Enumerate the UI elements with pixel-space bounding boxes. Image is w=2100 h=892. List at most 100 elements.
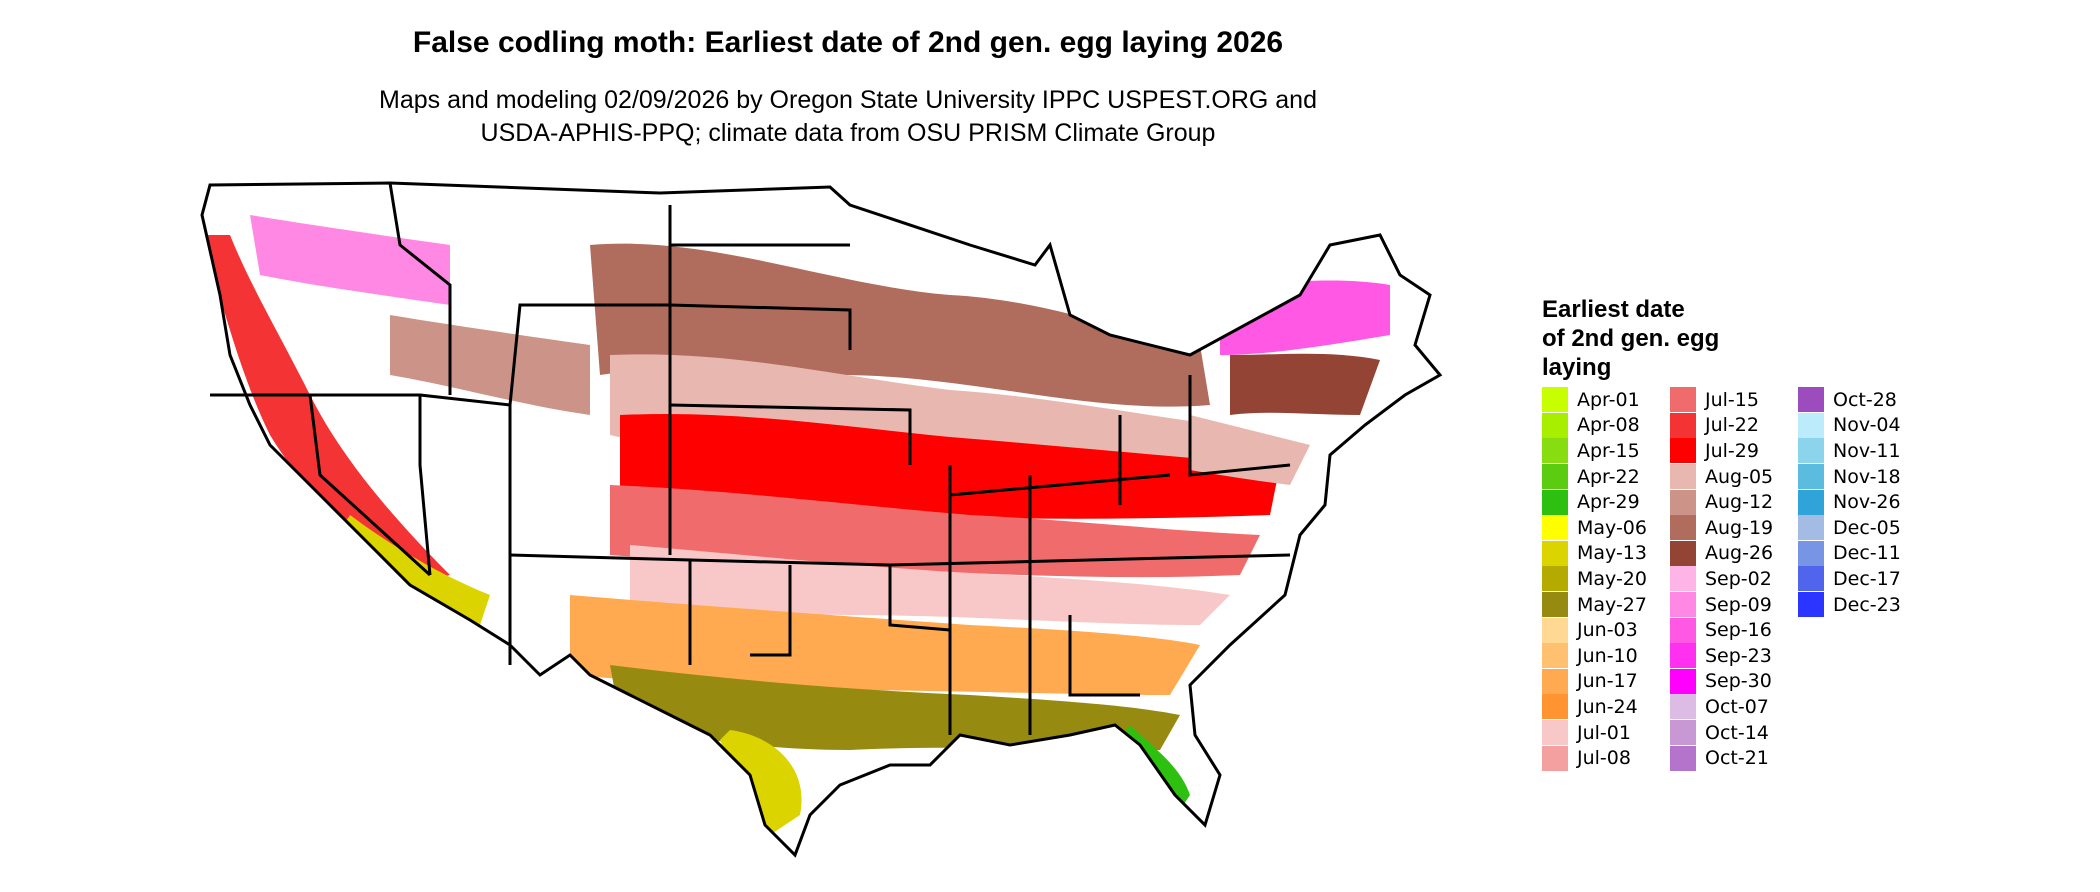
- legend-item: Apr-01: [1542, 387, 1647, 413]
- legend-item: May-13: [1542, 540, 1647, 567]
- legend-swatch: [1798, 464, 1824, 490]
- legend-label: Aug-26: [1705, 542, 1774, 565]
- legend-title-line: of 2nd gen. egg: [1542, 325, 1720, 352]
- legend-swatch: [1798, 592, 1824, 618]
- legend-item: Sep-23: [1670, 643, 1773, 669]
- legend-label: May-06: [1577, 516, 1647, 539]
- legend-label: Sep-30: [1705, 670, 1772, 693]
- map-title: False codling moth: Earliest date of 2nd…: [412, 26, 1284, 59]
- legend-title: Earliest date of 2nd gen. egg laying: [1542, 295, 1762, 382]
- legend-label: Oct-14: [1705, 721, 1769, 744]
- legend-label: Sep-09: [1705, 593, 1772, 616]
- legend-swatch: [1670, 515, 1696, 541]
- legend-item: Dec-11: [1798, 540, 1901, 567]
- legend-swatch: [1670, 592, 1696, 618]
- legend-item: Sep-09: [1670, 592, 1773, 618]
- legend-label: Sep-02: [1705, 567, 1772, 590]
- legend-item: Jul-01: [1542, 720, 1647, 746]
- legend-item: Dec-05: [1798, 515, 1901, 541]
- legend-swatch: [1542, 592, 1568, 618]
- legend-swatch: [1670, 745, 1696, 771]
- legend-label: Apr-22: [1577, 465, 1640, 488]
- legend-swatch: [1670, 412, 1696, 438]
- legend-swatch: [1670, 617, 1696, 643]
- legend-swatch: [1542, 694, 1568, 720]
- legend-swatch: [1542, 438, 1568, 464]
- subtitle-line: USDA-APHIS-PPQ; climate data from OSU PR…: [480, 119, 1216, 147]
- legend-label: May-13: [1577, 542, 1647, 565]
- legend-swatch: [1542, 643, 1568, 669]
- legend-label: Dec-05: [1833, 516, 1901, 539]
- legend-label: Aug-12: [1705, 491, 1774, 514]
- legend-swatch: [1670, 438, 1696, 464]
- legend-label: Oct-21: [1705, 747, 1769, 770]
- legend-column: Jul-15 Jul-22 Jul-29 Aug-05 Aug-12 Aug-19 Aug-…: [1670, 387, 1773, 771]
- legend-item: Jul-08: [1542, 745, 1647, 771]
- legend-item: Nov-11: [1798, 438, 1901, 464]
- legend-label: Dec-17: [1833, 567, 1901, 590]
- legend-swatch: [1798, 412, 1824, 438]
- subtitle-line: Maps and modeling 02/09/2026 by Oregon S…: [379, 86, 1317, 114]
- legend-label: Nov-11: [1833, 439, 1901, 462]
- legend-swatch: [1542, 464, 1568, 490]
- legend-item: Nov-04: [1798, 412, 1901, 439]
- legend-swatch: [1670, 668, 1696, 694]
- legend-label: Jul-15: [1705, 388, 1759, 411]
- legend-item: Apr-15: [1542, 438, 1647, 464]
- legend-item: Jun-24: [1542, 694, 1647, 720]
- legend-swatch: [1670, 540, 1696, 566]
- legend-label: Jul-08: [1577, 747, 1631, 770]
- legend-item: Oct-21: [1670, 745, 1773, 771]
- legend-column: Apr-01 Apr-08 Apr-15 Apr-22 Apr-29 May-06 May-…: [1542, 387, 1647, 771]
- legend-column: Oct-28 Nov-04 Nov-11 Nov-18 Nov-26 Dec-05 Dec-…: [1798, 387, 1901, 618]
- legend-label: Apr-15: [1577, 439, 1640, 462]
- legend-item: Jul-15: [1670, 387, 1773, 413]
- legend-title-line: Earliest date: [1542, 296, 1685, 323]
- legend-title-line: laying: [1542, 354, 1612, 381]
- legend-swatch: [1798, 566, 1824, 592]
- legend-swatch: [1542, 566, 1568, 592]
- legend-item: Apr-22: [1542, 464, 1647, 490]
- legend-swatch: [1670, 464, 1696, 490]
- legend-label: Sep-23: [1705, 644, 1772, 667]
- legend-item: Oct-14: [1670, 720, 1773, 746]
- legend-swatch: [1798, 515, 1824, 541]
- legend-label: Sep-16: [1705, 619, 1772, 642]
- legend-label: Oct-07: [1705, 695, 1769, 718]
- legend-item: Apr-29: [1542, 489, 1647, 515]
- map-subtitle: Maps and modeling 02/09/2026 by Oregon S…: [0, 84, 1696, 150]
- legend-item: Jun-10: [1542, 643, 1647, 669]
- legend-item: Jun-03: [1542, 617, 1647, 643]
- legend-label: Apr-29: [1577, 491, 1640, 514]
- legend-label: Nov-18: [1833, 465, 1901, 488]
- legend-swatch: [1542, 745, 1568, 771]
- legend-label: May-27: [1577, 593, 1647, 616]
- legend-item: Dec-23: [1798, 592, 1901, 618]
- legend-item: Dec-17: [1798, 566, 1901, 592]
- legend-swatch: [1542, 412, 1568, 438]
- legend-item: Jul-22: [1670, 412, 1773, 439]
- legend-item: Oct-07: [1670, 694, 1773, 720]
- legend-swatch: [1798, 540, 1824, 566]
- legend-label: Jun-10: [1577, 644, 1638, 667]
- legend-item: Sep-16: [1670, 617, 1773, 643]
- legend-item: Aug-12: [1670, 489, 1773, 515]
- legend-label: Jul-29: [1705, 439, 1759, 462]
- legend-item: Sep-30: [1670, 668, 1773, 695]
- legend-item: May-27: [1542, 592, 1647, 618]
- legend-label: Dec-11: [1833, 542, 1901, 565]
- legend-label: Apr-01: [1577, 388, 1640, 411]
- legend-item: Aug-05: [1670, 464, 1773, 490]
- state-borders: [200, 181, 1443, 858]
- legend-label: Dec-23: [1833, 593, 1901, 616]
- legend-item: Nov-18: [1798, 464, 1901, 490]
- legend-label: Apr-08: [1577, 414, 1640, 437]
- legend-swatch: [1542, 720, 1568, 746]
- legend-label: Nov-26: [1833, 491, 1901, 514]
- legend-item: Nov-26: [1798, 489, 1901, 515]
- legend-item: Oct-28: [1798, 387, 1901, 413]
- legend-label: Jul-01: [1577, 721, 1631, 744]
- legend-swatch: [1670, 643, 1696, 669]
- legend-item: Apr-08: [1542, 412, 1647, 439]
- legend-label: May-20: [1577, 567, 1647, 590]
